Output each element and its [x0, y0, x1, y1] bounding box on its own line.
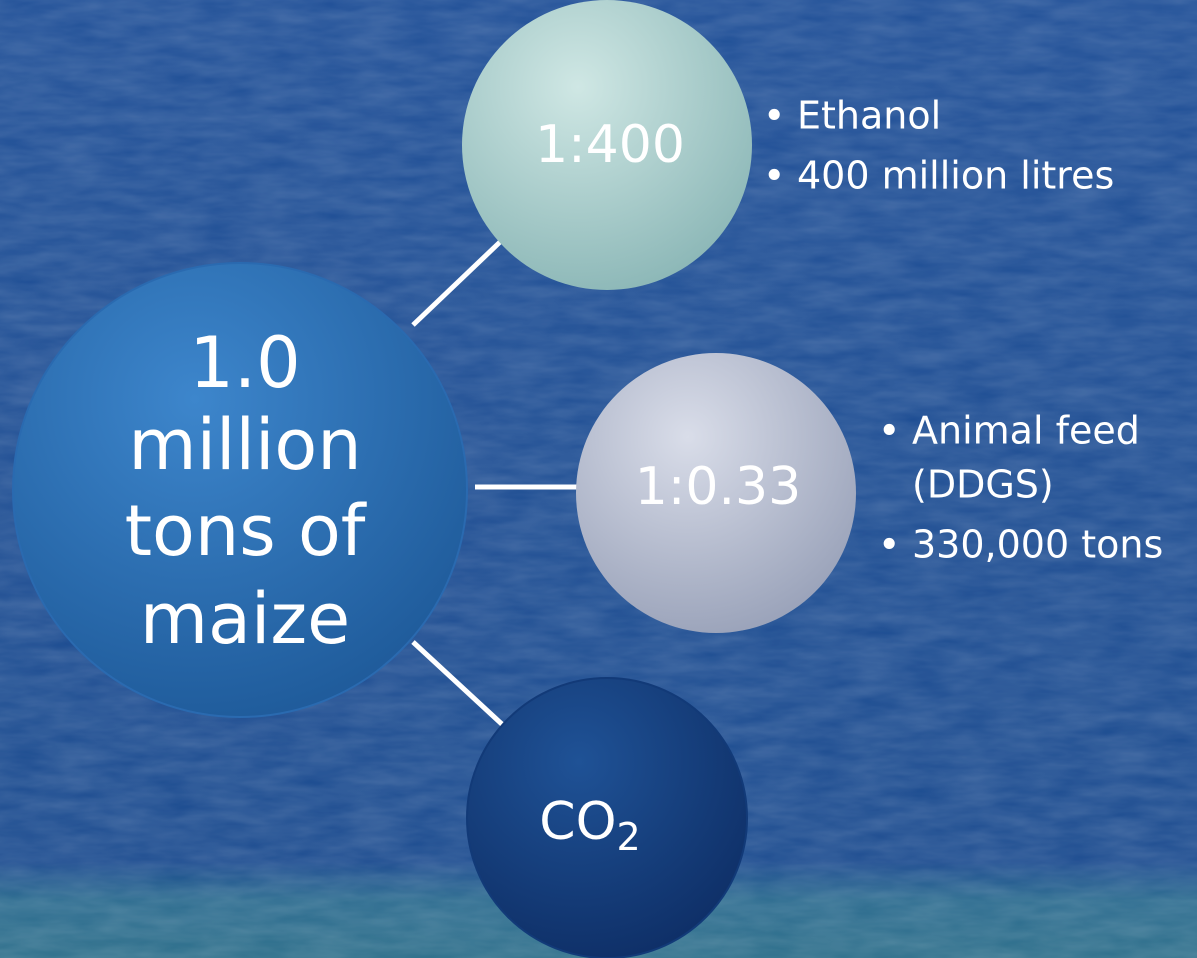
node-label: 1:0.33: [635, 457, 801, 517]
bullet-text: 330,000 tons: [912, 523, 1163, 567]
bullet-text: Ethanol: [797, 94, 941, 138]
center-label: maize: [140, 578, 350, 660]
node: [576, 353, 856, 633]
node-label: CO2: [539, 792, 640, 859]
node: [466, 677, 748, 958]
center-label: tons of: [125, 490, 367, 572]
connector: [411, 640, 507, 729]
bullet-text: Animal feed: [912, 409, 1140, 453]
bullet-dot: •: [763, 154, 785, 198]
bullet-dot: •: [878, 523, 900, 567]
node-label-subscript: 2: [617, 815, 641, 859]
bullet-dot: •: [763, 94, 785, 138]
node-label: 1:400: [535, 115, 685, 175]
bullet-text: (DDGS): [912, 463, 1054, 507]
bullet-dot: •: [878, 409, 900, 453]
node-label-text: CO: [539, 792, 616, 852]
center-label: million: [128, 404, 361, 486]
center-label: 1.0: [189, 322, 300, 404]
node: [462, 0, 752, 290]
center-node: [12, 262, 468, 718]
bullet-text: 400 million litres: [797, 154, 1114, 198]
connector: [411, 240, 502, 327]
